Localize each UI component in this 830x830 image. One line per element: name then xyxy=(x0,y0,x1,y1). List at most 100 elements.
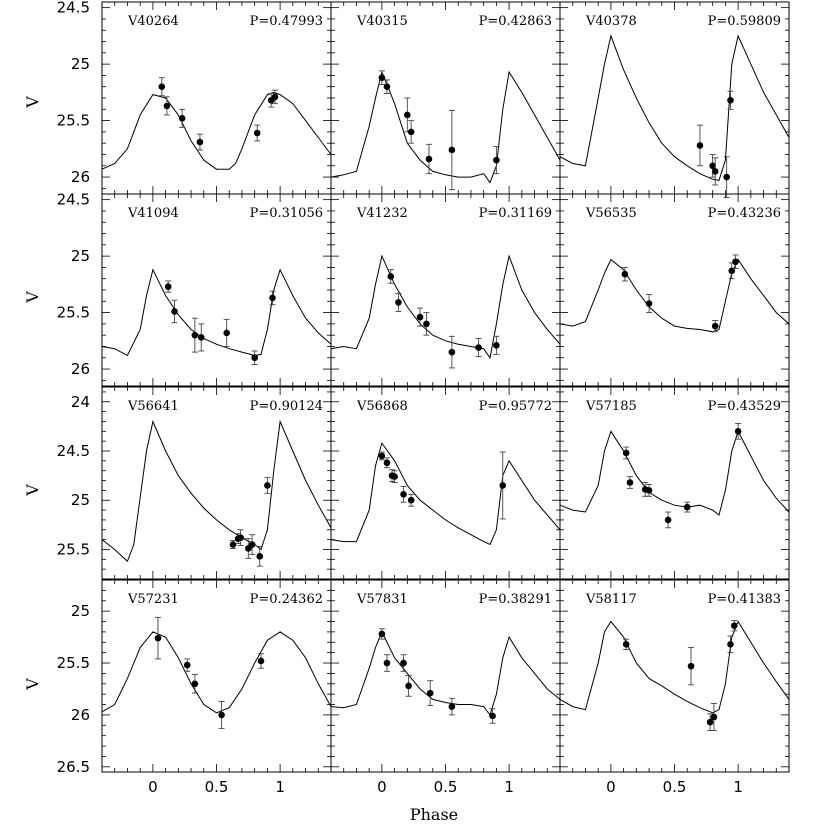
data-point xyxy=(499,482,507,489)
star-id-label: V40264 xyxy=(127,14,179,29)
y-tick-label: 26.5 xyxy=(57,758,90,776)
period-label: P=0.47993 xyxy=(250,14,323,29)
template-curve xyxy=(101,91,332,170)
y-tick-label: 25 xyxy=(71,55,90,73)
data-point xyxy=(164,283,172,290)
data-point xyxy=(387,273,395,280)
data-point xyxy=(253,129,261,137)
data-point xyxy=(696,142,704,149)
star-id-label: V57185 xyxy=(585,399,637,414)
panel-v58117: 0 0.5 1 V58117 P=0.41383 xyxy=(559,579,790,796)
y-axis-title-row-2: V xyxy=(23,291,42,304)
panel-frame xyxy=(330,386,561,580)
data-point xyxy=(405,682,412,690)
data-point xyxy=(710,713,718,721)
template-curve xyxy=(559,429,790,516)
y-tick-label: 24.5 xyxy=(57,442,90,460)
y-tick-label: 26 xyxy=(71,360,90,378)
y-tick-label: 25.5 xyxy=(57,654,90,672)
data-point xyxy=(732,258,739,266)
data-point xyxy=(229,541,237,548)
data-point xyxy=(248,541,256,548)
y-tick-label: 25.5 xyxy=(57,112,90,130)
star-id-label: V57231 xyxy=(127,592,179,607)
period-label: P=0.95772 xyxy=(479,399,552,414)
data-point xyxy=(711,322,719,330)
y-tick-label: 25.5 xyxy=(57,540,90,558)
template-curve xyxy=(330,70,561,184)
star-id-label: V41232 xyxy=(356,206,408,221)
panel-grid: 24.5 25 25.5 26 V40264 P=0.47993 V40315 P=0.428… xyxy=(57,0,790,796)
template-curve xyxy=(101,631,332,714)
panel-v57831: 0 0.5 1 V57831 P=0.38291 xyxy=(330,579,561,796)
data-point xyxy=(709,162,716,170)
data-point xyxy=(171,308,178,315)
y-tick-label: 25 xyxy=(71,247,90,265)
data-point xyxy=(407,496,415,504)
data-point xyxy=(423,320,430,328)
period-label: P=0.38291 xyxy=(479,592,552,607)
data-point xyxy=(626,479,634,486)
data-point xyxy=(154,634,162,642)
y-tick-label: 26 xyxy=(71,706,90,724)
period-label: P=0.42863 xyxy=(479,14,552,29)
star-id-label: V56641 xyxy=(127,399,179,414)
x-tick-label: 1 xyxy=(275,778,285,796)
period-label: P=0.31056 xyxy=(250,206,323,221)
data-point xyxy=(493,342,500,349)
data-point xyxy=(622,449,630,457)
data-point xyxy=(237,534,244,541)
star-id-label: V41094 xyxy=(127,206,179,221)
panel-v57185: V57185 P=0.43529 xyxy=(559,386,790,580)
y-tick-label: 24 xyxy=(71,393,90,411)
panel-v40315: V40315 P=0.42863 xyxy=(330,1,561,195)
data-point xyxy=(378,74,386,81)
data-point xyxy=(664,516,672,524)
template-curve xyxy=(559,258,790,333)
y-tick-label: 25 xyxy=(71,491,90,509)
data-point xyxy=(400,491,407,498)
y-axis-title-row-4: V xyxy=(23,678,42,691)
data-point xyxy=(251,354,258,362)
data-point xyxy=(264,482,271,489)
data-point xyxy=(683,503,691,511)
data-point xyxy=(218,711,225,719)
panel-frame xyxy=(101,193,332,387)
star-id-label: V40378 xyxy=(585,14,637,29)
data-point xyxy=(645,487,653,494)
data-point xyxy=(645,300,653,307)
y-axis-title-row-3: V xyxy=(23,484,42,497)
x-tick-label: 0.5 xyxy=(434,778,458,796)
panel-frame xyxy=(559,386,790,580)
data-point xyxy=(378,452,386,460)
y-axis-title-row-1: V xyxy=(23,96,42,109)
data-point xyxy=(621,270,629,278)
data-point xyxy=(723,173,730,181)
data-point xyxy=(383,659,391,667)
y-tick-label: 26 xyxy=(71,168,90,186)
data-point xyxy=(269,294,276,302)
data-point xyxy=(416,313,424,321)
star-id-label: V56535 xyxy=(585,206,637,221)
x-tick-label: 0.5 xyxy=(663,778,687,796)
period-label: P=0.59809 xyxy=(708,14,781,29)
data-point xyxy=(158,83,166,91)
y-tick-label: 25 xyxy=(71,602,90,620)
data-point xyxy=(183,661,191,669)
data-point xyxy=(197,334,205,341)
data-point xyxy=(448,348,456,356)
panel-v56535: V56535 P=0.43236 xyxy=(559,193,790,387)
template-curve xyxy=(330,441,561,546)
data-point xyxy=(257,657,265,665)
x-tick-label: 1 xyxy=(504,778,514,796)
data-point xyxy=(426,689,434,697)
template-curve xyxy=(330,630,561,716)
panel-v40378: V40378 P=0.59809 xyxy=(559,1,790,198)
template-curve xyxy=(101,419,332,563)
panel-v40264: 24.5 25 25.5 26 V40264 P=0.47993 xyxy=(57,0,332,195)
panel-frame xyxy=(330,193,561,387)
data-point xyxy=(493,156,500,164)
x-axis-title: Phase xyxy=(410,805,458,824)
data-point xyxy=(730,622,738,629)
